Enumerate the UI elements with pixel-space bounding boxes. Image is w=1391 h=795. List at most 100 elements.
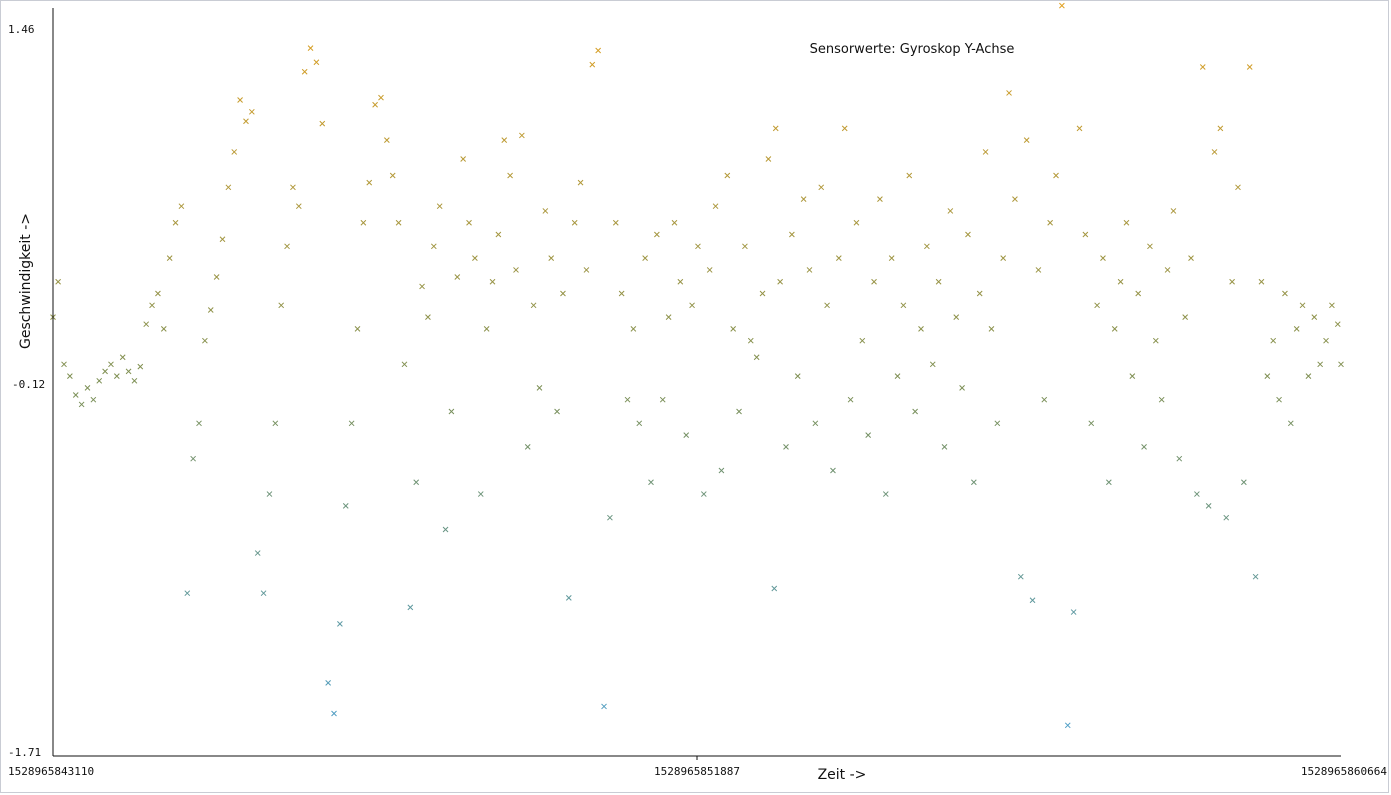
- data-point: [1117, 278, 1124, 285]
- data-point: [1276, 396, 1282, 403]
- data-point: [554, 408, 560, 415]
- data-point: [67, 373, 73, 379]
- data-point: [383, 137, 390, 143]
- data-point: [542, 208, 549, 214]
- data-point: [747, 337, 754, 344]
- data-point: [442, 526, 449, 533]
- data-point: [378, 94, 384, 101]
- data-point: [1223, 514, 1230, 521]
- data-point: [929, 361, 936, 368]
- data-point: [1041, 396, 1048, 403]
- data-point: [577, 179, 584, 186]
- data-point: [413, 479, 420, 486]
- data-point: [1338, 361, 1344, 368]
- data-point: [202, 337, 208, 344]
- data-point: [501, 137, 508, 143]
- data-point: [125, 368, 132, 375]
- data-point: [1229, 278, 1235, 285]
- data-point: [1123, 219, 1130, 226]
- data-point: [1264, 373, 1271, 379]
- chart-title: Sensorwerte: Gyroskop Y-Achse: [810, 42, 1015, 57]
- data-point: [1100, 255, 1106, 261]
- data-point: [1176, 455, 1183, 462]
- data-point: [1329, 302, 1335, 309]
- data-point: [307, 45, 314, 51]
- data-point: [736, 408, 742, 415]
- data-point: [219, 236, 226, 243]
- data-point: [777, 278, 783, 285]
- data-point: [1088, 420, 1095, 427]
- data-point: [284, 243, 290, 250]
- data-point: [366, 179, 373, 186]
- data-point: [589, 61, 596, 68]
- data-point: [824, 302, 830, 309]
- data-point: [847, 396, 854, 403]
- data-point: [935, 278, 942, 285]
- data-point: [789, 231, 795, 238]
- data-point: [207, 307, 214, 313]
- data-point: [1006, 90, 1012, 96]
- data-point: [859, 337, 866, 344]
- data-point: [882, 491, 889, 497]
- data-point: [372, 101, 378, 108]
- data-point: [565, 595, 572, 601]
- data-point: [1094, 302, 1100, 309]
- data-point: [337, 621, 343, 627]
- data-point: [772, 125, 779, 132]
- data-point: [178, 203, 185, 210]
- data-point: [530, 302, 537, 309]
- data-point: [55, 278, 61, 285]
- data-point: [1252, 573, 1259, 580]
- data-point: [260, 590, 267, 597]
- data-point: [900, 302, 907, 309]
- data-point: [436, 203, 443, 210]
- data-point: [477, 491, 484, 497]
- data-point: [78, 401, 85, 408]
- data-point: [1082, 231, 1089, 238]
- data-point: [295, 203, 302, 210]
- data-point: [513, 267, 519, 273]
- data-point: [765, 156, 772, 162]
- data-point: [472, 255, 478, 261]
- data-point: [119, 354, 126, 361]
- data-point: [1235, 184, 1241, 191]
- data-point: [912, 408, 918, 415]
- data-point: [84, 385, 91, 391]
- data-point: [1323, 337, 1329, 344]
- data-point: [61, 361, 67, 368]
- data-point: [108, 361, 114, 368]
- x-axis-title: Zeit ->: [818, 767, 867, 783]
- data-point: [483, 326, 490, 332]
- data-point: [149, 302, 155, 309]
- data-point: [706, 267, 713, 273]
- data-point: [1000, 255, 1007, 261]
- data-point: [976, 290, 983, 297]
- data-point: [988, 326, 995, 332]
- data-point: [871, 278, 877, 285]
- data-point: [1105, 479, 1112, 486]
- data-point: [742, 243, 748, 250]
- data-point: [454, 274, 461, 280]
- data-point: [906, 172, 913, 179]
- data-point: [941, 444, 948, 450]
- data-point: [1287, 420, 1294, 427]
- data-point: [659, 396, 666, 403]
- data-point: [1270, 337, 1277, 344]
- data-point: [1029, 597, 1036, 604]
- data-point: [231, 149, 238, 155]
- data-point: [841, 125, 848, 132]
- data-point: [1199, 64, 1206, 70]
- data-point: [560, 290, 566, 297]
- data-point: [354, 326, 361, 332]
- data-point: [1053, 172, 1059, 179]
- data-point: [155, 290, 161, 297]
- data-point: [654, 231, 660, 238]
- data-point: [331, 710, 337, 717]
- data-point: [143, 321, 150, 328]
- data-point: [272, 420, 279, 427]
- data-point: [160, 326, 167, 332]
- data-point: [753, 354, 760, 361]
- data-point: [495, 231, 502, 238]
- data-point: [671, 219, 678, 226]
- data-point: [689, 302, 695, 309]
